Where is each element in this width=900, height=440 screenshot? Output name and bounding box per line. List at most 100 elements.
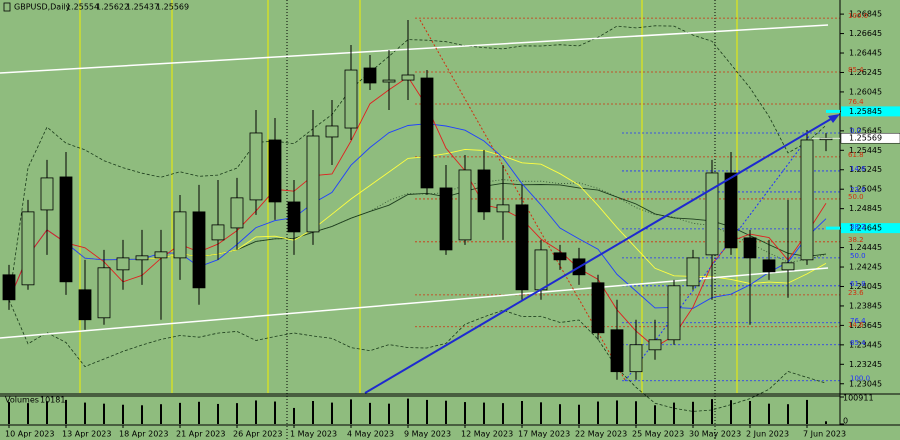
fib-label: 14.6 <box>850 165 866 173</box>
fib-label: 85.4 <box>848 66 864 74</box>
y-tick-label: 1.25845 <box>849 107 882 116</box>
fib-label: 0.0 <box>850 127 861 135</box>
trend-line <box>364 115 837 394</box>
x-tick-label: 18 Apr 2023 <box>119 430 168 439</box>
candle-body <box>515 204 529 291</box>
candle-body <box>287 201 301 233</box>
x-tick-label: 1 May 2023 <box>290 430 337 439</box>
candle-body <box>344 69 358 129</box>
fib-label: 14.6 <box>848 321 864 329</box>
fib-label: 38.2 <box>848 236 864 244</box>
candle-body <box>762 259 776 273</box>
y-tick-label: 1.26445 <box>849 49 882 58</box>
fib-label: 100.0 <box>848 12 868 20</box>
candle-body <box>705 172 719 256</box>
fib-label: 38.2 <box>850 223 866 231</box>
candle-body <box>230 197 244 229</box>
candles <box>2 20 833 380</box>
candle-body <box>173 211 187 259</box>
y-tick-label: 1.24845 <box>849 204 882 213</box>
y-tick-label: 1.25045 <box>849 185 882 194</box>
candle-body <box>249 132 263 201</box>
y-tick-label: 1.26645 <box>849 29 882 38</box>
x-tick-label: 25 May 2023 <box>632 430 684 439</box>
candle-body <box>591 282 605 334</box>
candle-body <box>686 257 700 287</box>
candle-body <box>382 79 396 83</box>
x-tick-label: 21 Apr 2023 <box>176 430 225 439</box>
fib-label: 85.4 <box>850 339 866 347</box>
candle-body <box>420 77 434 189</box>
candle-body <box>363 67 377 84</box>
bollinger-lower <box>8 299 827 412</box>
y-tick-label: 1.25645 <box>849 126 882 135</box>
candle-body <box>496 204 510 213</box>
candle-body <box>192 211 206 289</box>
fib-label: 23.6 <box>848 289 864 297</box>
y-tick-label: 1.26045 <box>849 87 882 96</box>
x-tick-label: 17 May 2023 <box>518 430 570 439</box>
x-tick-label: 10 Apr 2023 <box>5 430 54 439</box>
x-tick-label: 26 Apr 2023 <box>233 430 282 439</box>
y-tick-label: 1.24645 <box>849 224 882 233</box>
y-tick-label: 1.26245 <box>849 68 882 77</box>
y-tick-label: 1.23045 <box>849 379 882 388</box>
candle-body <box>401 74 415 81</box>
x-tick-label: 9 May 2023 <box>404 430 451 439</box>
ohlc-low: 1.25437 <box>126 3 159 12</box>
x-tick-label: 22 May 2023 <box>575 430 627 439</box>
fib-label: 23.6 <box>850 186 866 194</box>
candle-body <box>629 344 643 373</box>
x-tick-label: 7 Jun 2023 <box>803 430 846 439</box>
fib-label: 50.0 <box>848 193 864 201</box>
fib-label: 76.4 <box>850 317 866 325</box>
candle-body <box>458 169 472 241</box>
channel-line <box>0 24 829 74</box>
candle-body <box>439 187 453 251</box>
candle-body <box>306 135 320 233</box>
y-tick-label: 1.23445 <box>849 340 882 349</box>
ohlc-close: 1.25569 <box>156 3 189 12</box>
fib-label: 61.8 <box>848 151 864 159</box>
candle-body <box>154 251 168 259</box>
x-tick-label: 13 Apr 2023 <box>62 430 111 439</box>
fib-label: 76.4 <box>848 98 864 106</box>
candle-body <box>325 125 339 138</box>
y-tick-label: 1.25445 <box>849 146 882 155</box>
candle-body <box>553 252 567 261</box>
current-price-label: 1.25569 <box>849 134 882 143</box>
fib-trend <box>419 19 626 381</box>
candle-body <box>135 255 149 261</box>
candle-body <box>116 257 130 271</box>
candle-body <box>667 285 681 341</box>
volume-last: 10181 <box>40 396 65 405</box>
alert-box <box>841 106 900 117</box>
current-price-box <box>840 132 900 144</box>
candle-body <box>97 267 111 319</box>
candle-body <box>648 339 662 351</box>
x-tick-label: 2 Jun 2023 <box>746 430 789 439</box>
y-tick-label: 1.24445 <box>849 243 882 252</box>
y-tick-label: 1.23245 <box>849 360 882 369</box>
y-tick-label: 1.26845 <box>849 10 882 19</box>
fib-trend <box>624 134 811 382</box>
candle-body <box>21 211 35 286</box>
fib-label: 50.0 <box>850 252 866 260</box>
trend-arrow <box>828 114 840 123</box>
chart-title: GBPUSD,Daily <box>14 3 71 12</box>
x-tick-label: 30 May 2023 <box>689 430 741 439</box>
fib-label: 100.0 <box>850 375 870 383</box>
y-tick-label: 1.25245 <box>849 165 882 174</box>
candle-body <box>2 274 16 301</box>
y-tick-label: 1.23645 <box>849 321 882 330</box>
volume-tick-label: 100911 <box>843 394 874 403</box>
candle-body <box>40 177 54 211</box>
ohlc-high: 1.25622 <box>96 3 129 12</box>
symbol-icon <box>3 2 11 12</box>
candle-body <box>743 237 757 259</box>
candle-body <box>610 329 624 373</box>
candle-body <box>800 139 814 261</box>
candle-body <box>781 262 795 271</box>
alert-box <box>841 223 900 234</box>
y-tick-label: 1.24245 <box>849 263 882 272</box>
